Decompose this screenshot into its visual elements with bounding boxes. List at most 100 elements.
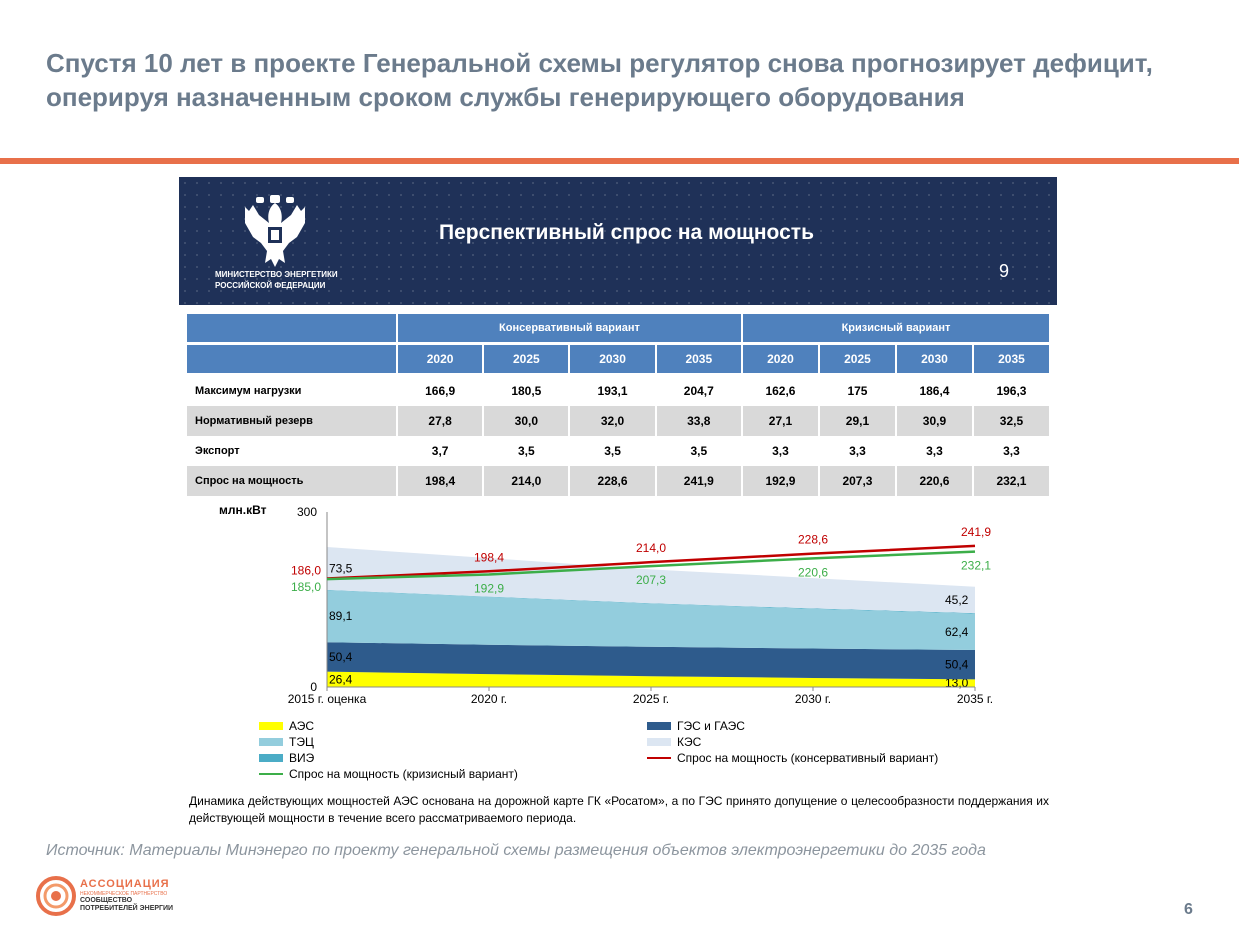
association-caption: СООБЩЕСТВО ПОТРЕБИТЕЛЕЙ ЭНЕРГИИ bbox=[80, 897, 174, 912]
year-header: 2025 bbox=[484, 345, 569, 376]
table-cell: 175 bbox=[819, 376, 895, 406]
year-header: 2035 bbox=[973, 345, 1049, 376]
table-cell: 3,5 bbox=[484, 436, 569, 466]
association-name: АССОЦИАЦИЯ bbox=[80, 878, 170, 890]
table-cell: 3,3 bbox=[896, 436, 972, 466]
table-cell: 196,3 bbox=[973, 376, 1049, 406]
area-series bbox=[327, 547, 975, 614]
demand-line bbox=[326, 550, 976, 581]
x-tick-label: 2015 г. оценка bbox=[288, 692, 367, 706]
y-tick-label: 0 bbox=[310, 680, 317, 694]
table-cell: 30,0 bbox=[484, 406, 569, 436]
table-row: Спрос на мощность 198,4 214,0 228,6 241,… bbox=[187, 466, 1049, 496]
table-cell: 193,1 bbox=[570, 376, 655, 406]
table-cell: 198,4 bbox=[398, 466, 483, 496]
column-group-crisis: Кризисный вариант bbox=[742, 314, 1049, 345]
table-cell: 27,8 bbox=[398, 406, 483, 436]
ministry-banner: МИНИСТЕРСТВО ЭНЕРГЕТИКИ РОССИЙСКОЙ ФЕДЕР… bbox=[179, 177, 1057, 305]
table-cell: 241,9 bbox=[656, 466, 741, 496]
association-subtitle: НЕКОММЕРЧЕСКОЕ ПАРТНЕРСТВО bbox=[80, 891, 168, 897]
legend-item: Спрос на мощность (кризисный вариант) bbox=[259, 767, 518, 781]
table-cell: 166,9 bbox=[398, 376, 483, 406]
demand-value-label: 241,9 bbox=[961, 525, 991, 539]
ministry-name: МИНИСТЕРСТВО ЭНЕРГЕТИКИ РОССИЙСКОЙ ФЕДЕР… bbox=[215, 270, 338, 290]
table-cell: 204,7 bbox=[656, 376, 741, 406]
capacity-area-chart: 26,4 13,050,450,489,162,473,545,23000млн.… bbox=[219, 503, 993, 706]
table-row: Нормативный резерв 27,8 30,0 32,0 33,8 2… bbox=[187, 406, 1049, 436]
area-value-label: 45,2 bbox=[945, 593, 969, 607]
slide-title: Спустя 10 лет в проекте Генеральной схем… bbox=[46, 48, 1153, 112]
area-value-label: 50,4 bbox=[329, 650, 353, 664]
demand-table: Консервативный вариант Кризисный вариант… bbox=[185, 314, 1051, 496]
area-value-label: 73,5 bbox=[329, 561, 353, 575]
legend-item: АЭС bbox=[259, 719, 314, 733]
column-group-conservative: Консервативный вариант bbox=[398, 314, 741, 345]
row-label: Спрос на мощность bbox=[187, 466, 396, 496]
table-row: Экспорт 3,7 3,5 3,5 3,5 3,3 3,3 3,3 3,3 bbox=[187, 436, 1049, 466]
year-header: 2020 bbox=[742, 345, 818, 376]
area-value-label: 89,1 bbox=[329, 609, 353, 623]
area-series bbox=[327, 590, 975, 651]
demand-value-label: 228,6 bbox=[798, 533, 828, 547]
panel-title: Перспективный спрос на мощность bbox=[439, 221, 814, 244]
table-cell: 162,6 bbox=[742, 376, 818, 406]
table-cell: 3,3 bbox=[742, 436, 818, 466]
legend-item: ГЭС и ГАЭС bbox=[647, 719, 745, 733]
area-series bbox=[327, 589, 975, 614]
table-cell: 3,7 bbox=[398, 436, 483, 466]
year-header: 2030 bbox=[570, 345, 655, 376]
table-cell: 3,3 bbox=[973, 436, 1049, 466]
source-note: Источник: Материалы Минэнерго по проекту… bbox=[46, 842, 986, 859]
demand-value-label: 186,0 bbox=[291, 564, 321, 578]
row-label: Экспорт bbox=[187, 436, 396, 466]
table-cell: 214,0 bbox=[484, 466, 569, 496]
area-value-label: 50,4 bbox=[945, 658, 969, 672]
table-cell: 207,3 bbox=[819, 466, 895, 496]
table-cell: 3,5 bbox=[570, 436, 655, 466]
legend-item: ВИЭ bbox=[259, 751, 314, 765]
table-cell: 33,8 bbox=[656, 406, 741, 436]
x-tick-label: 2035 г. bbox=[957, 692, 993, 706]
ministry-slide-panel: МИНИСТЕРСТВО ЭНЕРГЕТИКИ РОССИЙСКОЙ ФЕДЕР… bbox=[179, 177, 1057, 837]
row-label: Максимум нагрузки bbox=[187, 376, 396, 406]
demand-value-label: 232,1 bbox=[961, 559, 991, 573]
title-divider bbox=[0, 158, 1239, 164]
row-label: Нормативный резерв bbox=[187, 406, 396, 436]
table-corner-2 bbox=[187, 345, 396, 376]
year-header: 2025 bbox=[819, 345, 895, 376]
area-value-label: 26,4 bbox=[329, 672, 353, 686]
year-header: 2035 bbox=[656, 345, 741, 376]
legend-swatch bbox=[647, 757, 671, 759]
table-cell: 30,9 bbox=[896, 406, 972, 436]
table-cell: 32,5 bbox=[973, 406, 1049, 436]
association-logo-icon bbox=[36, 876, 76, 916]
table-cell: 27,1 bbox=[742, 406, 818, 436]
area-series bbox=[327, 671, 975, 687]
table-cell: 192,9 bbox=[742, 466, 818, 496]
legend-item: Спрос на мощность (консервативный вариан… bbox=[647, 751, 938, 765]
table-cell: 29,1 bbox=[819, 406, 895, 436]
legend-swatch bbox=[647, 738, 671, 746]
demand-value-label: 214,0 bbox=[636, 541, 666, 555]
table-cell: 180,5 bbox=[484, 376, 569, 406]
table-cell: 220,6 bbox=[896, 466, 972, 496]
demand-line bbox=[326, 544, 976, 580]
legend-swatch bbox=[259, 773, 283, 775]
table-cell: 232,1 bbox=[973, 466, 1049, 496]
demand-value-label: 220,6 bbox=[798, 565, 828, 579]
year-header: 2020 bbox=[398, 345, 483, 376]
year-header: 2030 bbox=[896, 345, 972, 376]
legend-swatch bbox=[259, 738, 283, 746]
legend-swatch bbox=[647, 722, 671, 730]
table-cell: 186,4 bbox=[896, 376, 972, 406]
x-tick-label: 2025 г. bbox=[633, 692, 669, 706]
table-corner bbox=[187, 314, 396, 345]
legend-item: ТЭЦ bbox=[259, 735, 314, 749]
y-axis-label: млн.кВт bbox=[219, 503, 267, 517]
table-row: Максимум нагрузки 166,9 180,5 193,1 204,… bbox=[187, 376, 1049, 406]
legend-item: КЭС bbox=[647, 735, 701, 749]
demand-value-label: 185,0 bbox=[291, 580, 321, 594]
page-number: 6 bbox=[1184, 901, 1193, 918]
legend-swatch bbox=[259, 754, 283, 762]
area-series bbox=[327, 642, 975, 680]
